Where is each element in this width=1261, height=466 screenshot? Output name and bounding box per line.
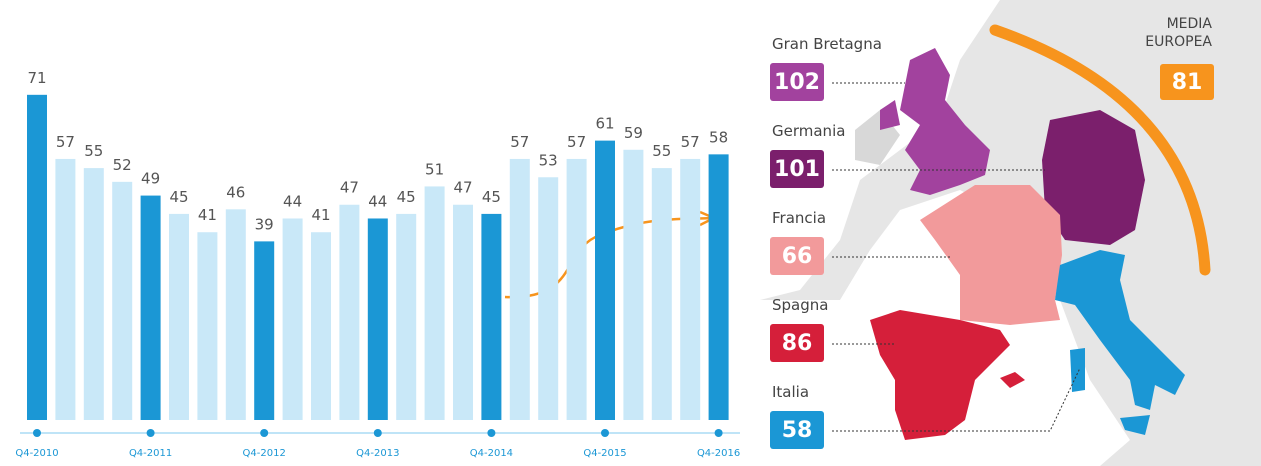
value-label: 41 bbox=[311, 206, 330, 224]
x-tick-label: Q4-2011 bbox=[129, 448, 172, 459]
value-label: 45 bbox=[397, 188, 416, 206]
x-tick-label: Q4-2014 bbox=[470, 448, 513, 459]
bar bbox=[282, 218, 303, 420]
x-tick-dot bbox=[714, 429, 723, 437]
average-box bbox=[1160, 64, 1214, 100]
value-label: 51 bbox=[425, 160, 444, 178]
value-label: 57 bbox=[510, 133, 529, 151]
bar bbox=[595, 140, 615, 420]
value-label: 55 bbox=[652, 142, 671, 160]
value-label: 44 bbox=[283, 192, 302, 210]
value-label: 57 bbox=[56, 133, 75, 151]
average-arc bbox=[989, 24, 1211, 276]
bar bbox=[509, 158, 530, 420]
country-value: 102 bbox=[774, 70, 820, 95]
value-label: 46 bbox=[226, 183, 245, 201]
bar bbox=[339, 204, 360, 420]
value-label: 52 bbox=[113, 156, 132, 174]
leader-line bbox=[832, 367, 1081, 432]
x-tick-label: Q4-2010 bbox=[15, 448, 58, 459]
bar bbox=[651, 168, 672, 420]
country-name: Gran Bretagna bbox=[772, 35, 882, 53]
value-label: 45 bbox=[169, 188, 188, 206]
bar bbox=[169, 213, 189, 420]
x-tick-label: Q4-2012 bbox=[243, 448, 286, 459]
value-label: 47 bbox=[340, 179, 359, 197]
bar bbox=[83, 168, 104, 420]
value-label: 57 bbox=[681, 133, 700, 151]
value-label: 44 bbox=[368, 192, 387, 210]
map-countries bbox=[870, 48, 1185, 440]
country-box bbox=[770, 324, 824, 362]
country-name: Italia bbox=[772, 383, 809, 401]
x-tick-label: Q4-2013 bbox=[356, 448, 399, 459]
x-tick-label: Q4-2015 bbox=[583, 448, 626, 459]
bar bbox=[708, 154, 729, 421]
country-value: 58 bbox=[782, 418, 813, 443]
x-tick-dot bbox=[373, 429, 382, 437]
value-label: 45 bbox=[482, 188, 501, 206]
value-label: 53 bbox=[539, 151, 558, 169]
x-tick-dot bbox=[601, 429, 609, 437]
country-value: 101 bbox=[774, 157, 820, 182]
value-label: 61 bbox=[595, 115, 614, 133]
bar bbox=[55, 158, 76, 420]
country-box bbox=[770, 411, 824, 449]
country-box bbox=[770, 150, 824, 188]
bar bbox=[481, 213, 502, 420]
bar bbox=[27, 94, 47, 420]
value-label: 39 bbox=[255, 215, 274, 233]
x-tick-dot bbox=[33, 429, 41, 437]
bar bbox=[197, 232, 218, 420]
value-label: 59 bbox=[624, 124, 643, 142]
x-tick-dot bbox=[260, 429, 269, 437]
country-value: 66 bbox=[782, 244, 813, 269]
x-tick-dot bbox=[487, 429, 496, 437]
x-tick-label: Q4-2016 bbox=[697, 448, 740, 459]
value-label: 55 bbox=[84, 142, 103, 160]
bar bbox=[623, 149, 644, 420]
country-box bbox=[770, 63, 824, 101]
bar bbox=[140, 195, 161, 420]
bar bbox=[311, 232, 331, 420]
country-name: Francia bbox=[772, 209, 826, 227]
country-box bbox=[770, 237, 824, 275]
bar bbox=[112, 181, 133, 420]
bar bbox=[453, 204, 473, 420]
bar bbox=[225, 209, 246, 420]
average-label: MEDIA bbox=[1167, 16, 1213, 32]
average-value: 81 bbox=[1172, 70, 1203, 95]
bar bbox=[538, 177, 559, 420]
value-label: 58 bbox=[709, 128, 728, 146]
x-tick-dot bbox=[146, 429, 155, 437]
value-label: 49 bbox=[141, 170, 160, 188]
bar bbox=[424, 186, 445, 420]
bar bbox=[566, 158, 587, 420]
value-label: 71 bbox=[27, 69, 46, 87]
value-label: 41 bbox=[198, 206, 217, 224]
value-label: 47 bbox=[453, 179, 472, 197]
average-label: EUROPEA bbox=[1145, 34, 1212, 50]
country-name: Germania bbox=[772, 122, 845, 140]
country-value: 86 bbox=[782, 331, 813, 356]
bar bbox=[680, 158, 701, 420]
bar bbox=[396, 213, 417, 420]
bar bbox=[254, 241, 275, 420]
bar bbox=[367, 218, 388, 420]
value-label: 57 bbox=[567, 133, 586, 151]
country-name: Spagna bbox=[772, 296, 828, 314]
